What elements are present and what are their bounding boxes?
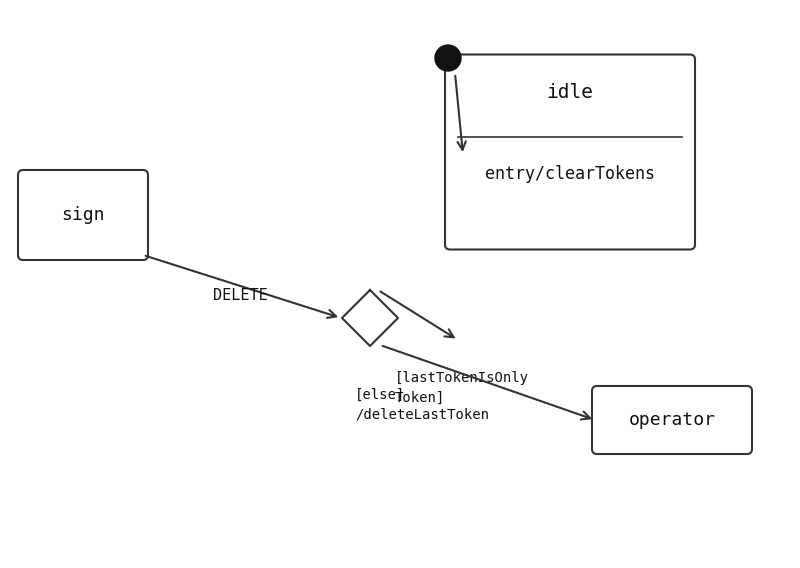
Text: entry/clearTokens: entry/clearTokens (485, 165, 655, 183)
FancyBboxPatch shape (592, 386, 752, 454)
Text: sign: sign (62, 206, 105, 224)
FancyBboxPatch shape (445, 55, 695, 249)
FancyBboxPatch shape (18, 170, 148, 260)
Text: operator: operator (629, 411, 715, 429)
Circle shape (435, 45, 461, 71)
Text: DELETE: DELETE (213, 287, 267, 303)
Text: idle: idle (546, 83, 594, 102)
Text: [else]
/deleteLastToken: [else] /deleteLastToken (355, 388, 489, 421)
Text: [lastTokenIsOnly
Token]: [lastTokenIsOnly Token] (395, 371, 529, 405)
Polygon shape (342, 290, 398, 346)
